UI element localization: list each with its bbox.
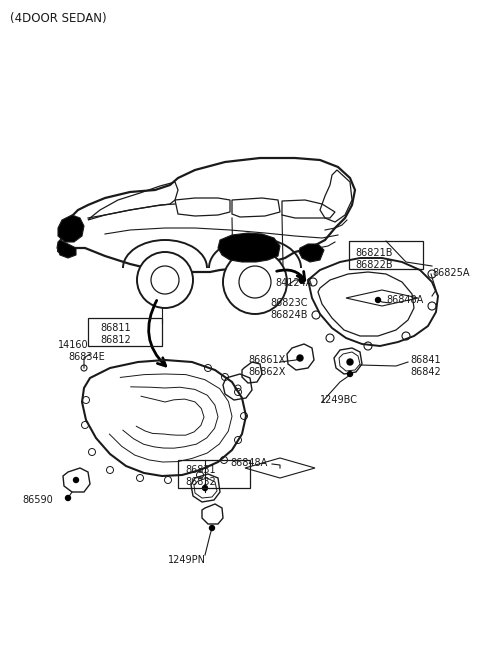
Text: (4DOOR SEDAN): (4DOOR SEDAN) [10,12,107,25]
Polygon shape [57,240,76,258]
Circle shape [375,297,381,303]
Bar [88,318,162,346]
Circle shape [223,250,287,314]
Text: 86834E: 86834E [68,352,105,362]
Text: 86841
86842: 86841 86842 [410,355,441,377]
Polygon shape [218,233,280,262]
Circle shape [203,485,207,491]
Text: 86861X
86862X: 86861X 86862X [248,355,286,377]
Text: 14160: 14160 [58,340,89,350]
Text: 84124A: 84124A [275,278,312,288]
Bar [178,460,250,488]
Circle shape [348,371,352,377]
Circle shape [65,495,71,500]
Circle shape [209,525,215,531]
Text: 1249PN: 1249PN [168,555,206,565]
Polygon shape [299,244,324,262]
Text: 86848A: 86848A [230,458,267,468]
Circle shape [299,277,305,283]
Text: 86811
86812: 86811 86812 [100,323,131,345]
Text: 86831
86832: 86831 86832 [185,465,216,487]
Circle shape [73,477,79,483]
Text: 86590: 86590 [22,495,53,505]
Polygon shape [58,215,84,242]
Bar [349,241,423,269]
Circle shape [297,355,303,361]
Text: 86848A: 86848A [386,295,423,305]
Text: 1249BC: 1249BC [320,395,358,405]
Circle shape [137,252,193,308]
Text: 86821B
86822B: 86821B 86822B [355,248,393,270]
Text: 86825A: 86825A [432,268,469,278]
Circle shape [347,359,353,365]
Text: 86823C
86824B: 86823C 86824B [270,298,308,320]
